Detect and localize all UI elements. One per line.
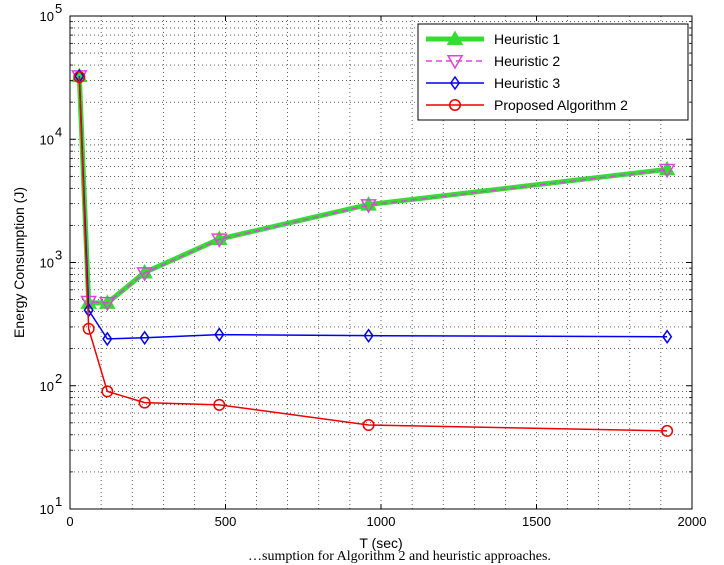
series-layer (71, 67, 676, 437)
y-tick-exponent: 1 (55, 494, 62, 509)
data-point (213, 398, 226, 411)
legend-marker (446, 55, 464, 70)
data-point (661, 424, 674, 437)
y-tick-label: 10 (40, 502, 54, 517)
figure-caption: …sumption for Algorithm 2 and heuristic … (248, 549, 551, 564)
data-point (136, 267, 153, 282)
data-point (662, 329, 673, 345)
y-tick-label: 10 (40, 379, 54, 394)
data-point (214, 327, 225, 342)
legend-marker (449, 75, 461, 91)
x-tick-label: 0 (66, 514, 73, 529)
data-point (658, 163, 676, 179)
y-tick-label: 10 (40, 256, 54, 271)
legend-label: Heuristic 2 (494, 53, 560, 69)
data-point (138, 396, 151, 409)
legend-marker (449, 99, 461, 111)
x-axis-label: T (sec) (359, 535, 402, 551)
legend-label: Proposed Algorithm 2 (494, 97, 628, 113)
x-tick-label: 1000 (367, 514, 396, 529)
legend-entry: Heuristic 3 (426, 75, 560, 91)
data-point (82, 322, 95, 335)
legend-entry: Heuristic 2 (426, 53, 560, 70)
legend-label: Heuristic 1 (494, 31, 560, 47)
y-tick-label: 10 (40, 9, 54, 24)
y-tick-exponent: 4 (55, 124, 62, 139)
data-point (360, 199, 377, 214)
data-point (210, 233, 228, 248)
data-point (363, 328, 374, 343)
legend-entry: Proposed Algorithm 2 (426, 97, 628, 113)
series-4 (73, 70, 674, 437)
y-axis-label: Energy Consumption (J) (11, 187, 27, 338)
legend-label: Heuristic 3 (494, 75, 560, 91)
x-tick-label: 2000 (678, 514, 707, 529)
data-point (73, 70, 86, 83)
data-point (99, 296, 116, 312)
y-tick-exponent: 3 (55, 248, 62, 263)
data-point (101, 385, 114, 398)
x-tick-label: 1500 (522, 514, 551, 529)
y-tick-exponent: 2 (55, 371, 62, 386)
data-point (362, 419, 375, 432)
x-axis-ticks: 0 500 1000 1500 2000 (66, 16, 706, 529)
legend-entry: Heuristic 1 (426, 30, 560, 47)
data-point (139, 330, 150, 346)
x-tick-label: 500 (215, 514, 237, 529)
data-point (102, 331, 113, 347)
legend-marker (446, 30, 464, 45)
series-line (78, 76, 668, 432)
y-tick-label: 10 (40, 132, 54, 147)
y-tick-exponent: 5 (55, 1, 62, 16)
legend: Heuristic 1 Heuristic 2 Heuristic 3 Propose… (417, 23, 689, 121)
